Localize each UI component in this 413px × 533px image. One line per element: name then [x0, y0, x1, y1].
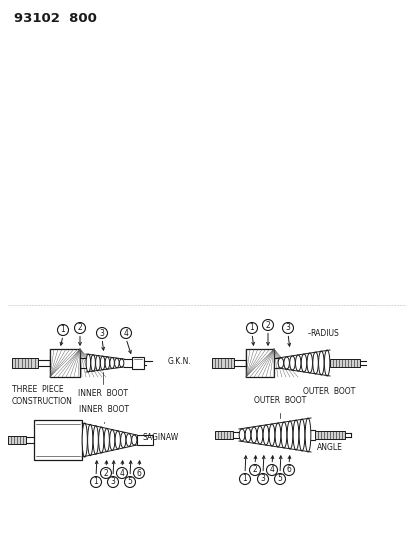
Ellipse shape: [299, 419, 304, 451]
Text: OUTER  BOOT: OUTER BOOT: [302, 387, 354, 396]
Text: 1: 1: [60, 326, 65, 335]
Text: 5: 5: [127, 478, 132, 487]
Ellipse shape: [131, 435, 137, 445]
Text: 2: 2: [265, 320, 270, 329]
Ellipse shape: [292, 420, 298, 450]
Ellipse shape: [104, 429, 109, 451]
Ellipse shape: [289, 356, 294, 370]
Ellipse shape: [306, 353, 312, 373]
Text: 4: 4: [269, 465, 274, 474]
Text: ANGLE: ANGLE: [316, 442, 342, 451]
Ellipse shape: [109, 358, 114, 368]
Ellipse shape: [109, 430, 114, 450]
Text: 6: 6: [136, 469, 141, 478]
Ellipse shape: [90, 355, 95, 372]
Ellipse shape: [115, 431, 120, 449]
Text: RADIUS: RADIUS: [309, 328, 338, 337]
Text: 4: 4: [119, 469, 124, 478]
Bar: [132, 357, 144, 369]
Text: 2: 2: [78, 324, 82, 333]
Ellipse shape: [283, 357, 289, 369]
Ellipse shape: [120, 432, 126, 448]
Bar: [211, 358, 233, 368]
Bar: [314, 431, 344, 439]
Text: G.K.N.: G.K.N.: [168, 357, 191, 366]
Ellipse shape: [119, 359, 123, 367]
Bar: [8, 436, 26, 444]
Ellipse shape: [287, 421, 292, 449]
Text: 3: 3: [99, 328, 104, 337]
Ellipse shape: [278, 358, 283, 368]
Text: INNER  BOOT: INNER BOOT: [78, 389, 128, 398]
Ellipse shape: [318, 351, 323, 375]
Text: OUTER  BOOT: OUTER BOOT: [253, 396, 305, 405]
Ellipse shape: [251, 427, 256, 443]
Text: 2: 2: [252, 465, 257, 474]
Ellipse shape: [301, 354, 306, 372]
Bar: [245, 349, 273, 377]
Ellipse shape: [100, 356, 104, 370]
Text: INNER  BOOT: INNER BOOT: [79, 405, 129, 414]
Ellipse shape: [295, 355, 300, 371]
Ellipse shape: [244, 428, 250, 442]
Ellipse shape: [268, 424, 274, 446]
Ellipse shape: [95, 356, 100, 370]
Bar: [12, 358, 38, 368]
Text: SAGINAW: SAGINAW: [142, 433, 179, 442]
Ellipse shape: [126, 434, 131, 446]
Text: 4: 4: [123, 328, 128, 337]
Bar: [329, 359, 359, 367]
Ellipse shape: [93, 426, 98, 454]
Text: 1: 1: [249, 324, 254, 333]
Ellipse shape: [263, 425, 268, 445]
Text: THREE  PIECE
CONSTRUCTION: THREE PIECE CONSTRUCTION: [12, 385, 73, 407]
Bar: [137, 435, 153, 445]
Text: 6: 6: [286, 465, 291, 474]
Bar: [50, 349, 80, 377]
Ellipse shape: [323, 350, 329, 376]
Ellipse shape: [88, 424, 93, 456]
Bar: [50, 349, 80, 377]
Ellipse shape: [105, 357, 109, 369]
Ellipse shape: [239, 429, 244, 441]
Ellipse shape: [280, 422, 286, 448]
Ellipse shape: [256, 426, 262, 444]
Text: 3: 3: [110, 478, 115, 487]
Ellipse shape: [275, 423, 280, 447]
Ellipse shape: [312, 352, 318, 374]
Text: 3: 3: [260, 474, 265, 483]
Text: 5: 5: [277, 474, 282, 483]
Ellipse shape: [86, 354, 90, 372]
Ellipse shape: [304, 418, 310, 452]
Bar: [34, 420, 82, 460]
Text: 1: 1: [93, 478, 98, 487]
Bar: [245, 349, 273, 377]
Text: 3: 3: [285, 324, 290, 333]
Text: 2: 2: [103, 469, 108, 478]
Bar: [214, 431, 233, 439]
Text: 93102  800: 93102 800: [14, 12, 97, 25]
Ellipse shape: [82, 423, 87, 457]
Ellipse shape: [98, 427, 104, 453]
Text: 1: 1: [242, 474, 247, 483]
Ellipse shape: [114, 358, 119, 368]
